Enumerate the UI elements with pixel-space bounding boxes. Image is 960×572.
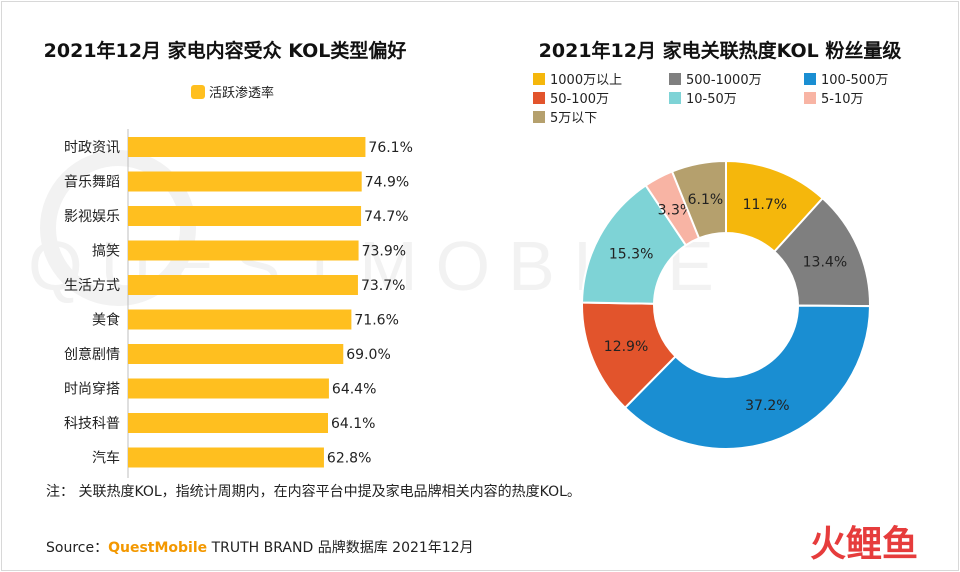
- legend-swatch: [669, 73, 681, 85]
- bar: [128, 309, 352, 330]
- category-label: 时尚穿搭: [64, 382, 120, 398]
- legend-label: 100-500万: [821, 73, 888, 88]
- watermark-ring-icon: [40, 150, 196, 306]
- source-suffix: TRUTH BRAND 品牌数据库 2021年12月: [207, 539, 473, 556]
- category-label: 时政资讯: [64, 140, 120, 156]
- slice-value-label: 3.3%: [658, 203, 694, 219]
- donut-series: 11.7% 13.4% 37.2% 12.9% 15.3% 3.3%6.1%: [581, 159, 872, 450]
- bar: [128, 447, 324, 468]
- slice-value-label: 11.7%: [743, 197, 787, 213]
- legend-swatch: [669, 92, 681, 104]
- legend-label: 50-100万: [550, 92, 609, 107]
- bar-value-label: 64.4%: [332, 382, 376, 398]
- donut-chart-title: 2021年12月 家电关联热度KOL 粉丝量级: [539, 39, 902, 62]
- bar-value-label: 74.9%: [365, 175, 409, 191]
- bar-chart-title: 2021年12月 家电内容受众 KOL类型偏好: [44, 39, 407, 62]
- donut-slice: [670, 159, 727, 240]
- source-brand: QuestMobile: [108, 540, 207, 556]
- bar: [128, 344, 344, 364]
- bar: [128, 137, 366, 157]
- legend-label: 1000万以上: [550, 73, 622, 88]
- category-label: 影视娱乐: [64, 209, 120, 225]
- category-label: 生活方式: [64, 278, 120, 294]
- legend-swatch: [804, 92, 816, 104]
- source-prefix: Source：: [46, 540, 108, 556]
- legend-swatch: [533, 111, 545, 123]
- source-line: Source：QuestMobile TRUTH BRAND 品牌数据库 202…: [46, 539, 474, 556]
- bar-value-label: 71.6%: [354, 313, 398, 329]
- category-label: 汽车: [92, 450, 120, 467]
- legend-label: 500-1000万: [686, 73, 762, 88]
- legend-swatch: [533, 73, 545, 85]
- bar-value-label: 69.0%: [346, 347, 390, 363]
- bar-value-label: 62.8%: [327, 451, 371, 467]
- legend-swatch: [804, 73, 816, 85]
- bar: [128, 275, 358, 295]
- bar: [128, 413, 328, 433]
- bar-chart-legend: 活跃渗透率: [191, 85, 274, 101]
- category-label: 科技科普: [64, 416, 120, 432]
- bar-value-label: 73.9%: [362, 244, 406, 260]
- legend-swatch: [533, 92, 545, 104]
- bar: [128, 206, 362, 226]
- category-label: 创意剧情: [64, 346, 120, 363]
- slice-value-label: 15.3%: [609, 246, 653, 262]
- legend-label: 5万以下: [550, 111, 597, 126]
- slice-value-label: 37.2%: [745, 398, 789, 414]
- bar: [128, 171, 362, 192]
- slice-value-label: 13.4%: [803, 255, 847, 271]
- donut-chart-legend: 1000万以上 500-1000万 100-500万 50-100万 10-50万 5-1…: [533, 73, 888, 126]
- bar-legend-label: 活跃渗透率: [209, 85, 274, 101]
- bar: [128, 240, 359, 261]
- bar: [128, 378, 329, 399]
- slice-value-label: 6.1%: [688, 192, 724, 208]
- bar-legend-swatch: [191, 85, 205, 99]
- bar-value-label: 73.7%: [361, 278, 405, 294]
- corner-logo: 火鲤鱼: [810, 524, 918, 565]
- category-label: 美食: [92, 312, 120, 329]
- legend-label: 5-10万: [821, 92, 864, 107]
- bar-value-label: 64.1%: [331, 416, 375, 432]
- footnote: 注： 关联热度KOL，指统计周期内，在内容平台中提及家电品牌相关内容的热度KOL…: [46, 483, 581, 500]
- donut-slice: [623, 304, 872, 450]
- category-label: 搞笑: [92, 244, 120, 260]
- legend-label: 10-50万: [686, 92, 737, 107]
- bar-value-label: 74.7%: [364, 209, 408, 225]
- category-label: 音乐舞蹈: [64, 174, 120, 191]
- bar-series: 时政资讯 76.1% 音乐舞蹈 74.9% 影视娱乐 74.7% 搞笑 73.9% 生活方式 73…: [64, 129, 413, 478]
- bar-value-label: 76.1%: [368, 140, 412, 156]
- slice-value-label: 12.9%: [604, 339, 648, 355]
